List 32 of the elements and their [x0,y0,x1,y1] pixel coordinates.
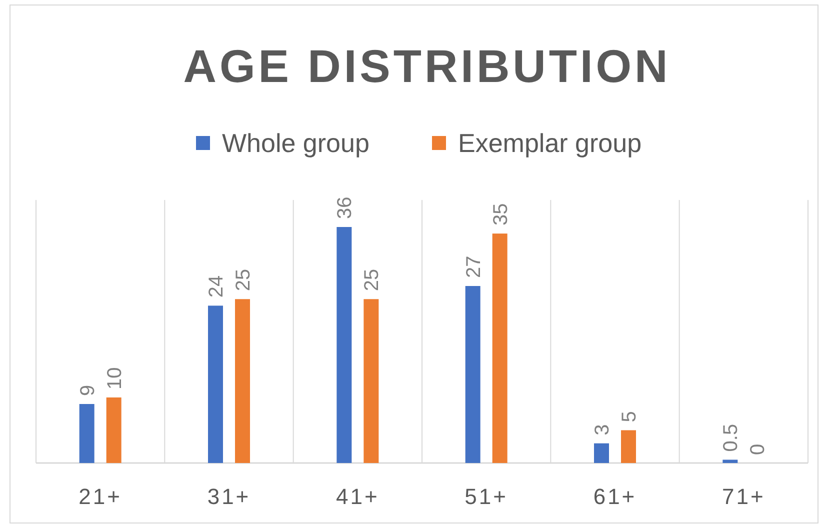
x-tick-label: 61+ [593,484,637,509]
x-tick-label: 41+ [336,484,380,509]
data-label: 9 [76,384,99,396]
legend-label: Exemplar group [458,128,642,158]
data-label: 35 [490,203,512,226]
bar [79,404,94,463]
bar [722,460,738,463]
data-label: 10 [104,367,126,390]
x-tick-label: 51+ [464,484,508,509]
bar [465,286,480,463]
bar [621,430,636,463]
data-label: 24 [206,275,228,298]
x-tick-label: 21+ [78,484,122,509]
data-label: 27 [462,256,485,278]
data-label: 25 [361,268,384,292]
legend-label: Whole group [222,128,370,158]
data-label: 25 [232,268,254,292]
bar [594,443,609,463]
chart-title: AGE DISTRIBUTION [183,40,671,92]
data-label: 36 [334,196,356,219]
data-label: 0.5 [720,424,742,452]
bar [235,299,250,463]
data-label: 0 [747,444,770,455]
bar [364,299,379,463]
bar [106,397,122,463]
bar [208,306,223,463]
bar [492,234,508,463]
x-tick-label: 71+ [722,484,766,509]
data-label: 3 [592,424,614,436]
data-label: 5 [618,411,640,422]
x-tick-label: 31+ [207,484,251,509]
bar [336,227,352,463]
